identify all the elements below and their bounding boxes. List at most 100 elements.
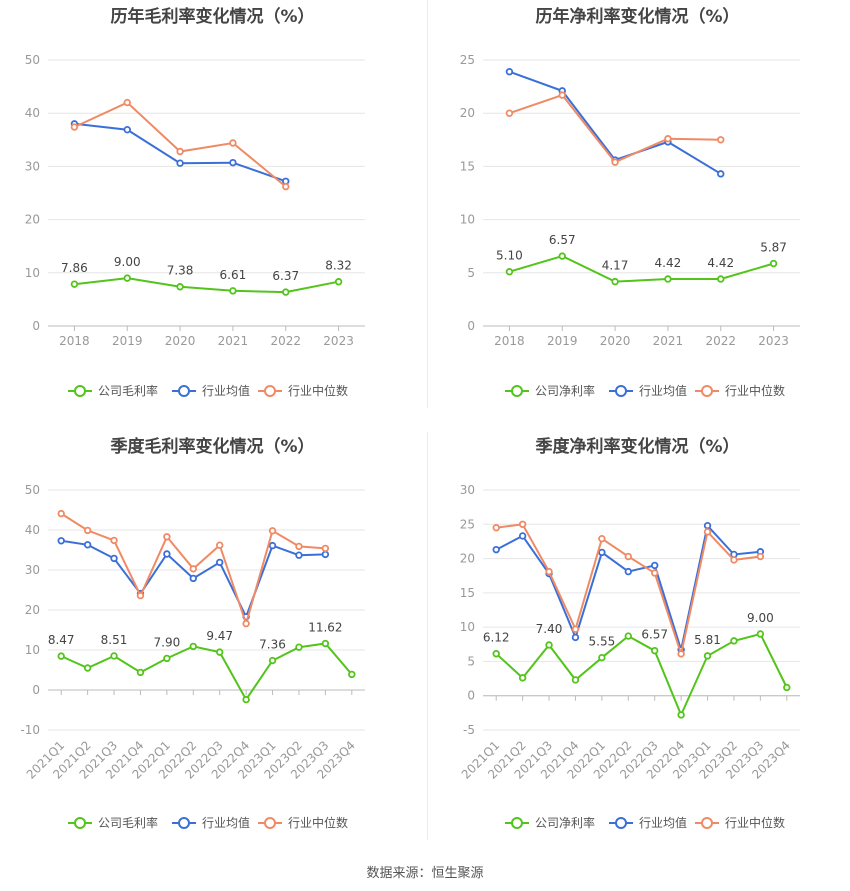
data-point (268, 656, 277, 665)
data-point (229, 287, 237, 295)
chart-title: 历年净利率变化情况（%） (535, 7, 740, 27)
x-tick-label: 2019 (547, 334, 578, 348)
data-point (176, 147, 184, 156)
legend-label: 行业中位数 (725, 815, 785, 830)
data-point (624, 567, 632, 576)
data-point (123, 125, 131, 134)
x-tick-label: 2022 (270, 334, 301, 348)
data-point (70, 280, 79, 288)
data-point (492, 524, 500, 532)
data-label: 5.87 (760, 241, 787, 255)
y-tick-label: 20 (460, 552, 475, 566)
data-label: 7.38 (167, 264, 194, 278)
data-point (163, 654, 171, 663)
annual-net-margin-chart: 历年净利率变化情况（%） 0 5 10 15 20 25 2018 2019 2020 2021 2… (425, 0, 850, 420)
x-tick-label: 2023 (758, 334, 789, 348)
data-point (571, 676, 580, 684)
legend-label: 行业中位数 (725, 383, 785, 398)
data-point (664, 275, 672, 283)
chart-svg: -50510152025302021Q12021Q22021Q32021Q420… (459, 483, 800, 830)
data-point (611, 158, 619, 166)
data-point (677, 650, 685, 658)
data-point (242, 619, 250, 628)
legend-swatch-marker (74, 817, 86, 829)
data-point (216, 648, 224, 656)
data-point (83, 664, 92, 672)
legend-swatch-marker (264, 385, 276, 397)
data-point (717, 275, 725, 283)
data-point (268, 541, 277, 550)
y-tick-label: 10 (25, 266, 40, 280)
data-point (216, 541, 224, 549)
series-line (73, 101, 287, 188)
data-label: 8.32 (325, 259, 352, 273)
x-tick-label: 2022 (705, 334, 736, 348)
y-tick-label: 25 (460, 517, 475, 531)
y-tick-label: 5 (467, 266, 475, 280)
series-line (509, 255, 774, 283)
data-point (334, 278, 343, 286)
y-tick-label: 30 (460, 483, 475, 497)
data-point (664, 135, 672, 143)
data-point (651, 646, 659, 655)
y-tick-label: 15 (460, 586, 475, 600)
data-point (505, 268, 514, 276)
data-point (651, 569, 659, 577)
legend-swatch-marker (615, 385, 627, 397)
data-point (624, 632, 632, 640)
data-point (83, 541, 92, 549)
legend-label: 行业均值 (202, 815, 250, 830)
legend-label: 行业均值 (639, 815, 687, 830)
data-point (110, 536, 118, 545)
data-point (70, 123, 79, 131)
data-point (123, 98, 131, 107)
chart-svg: 0 5 10 15 20 25 2018 2019 2020 2021 2022 2023 5.10 6.… (460, 53, 800, 398)
data-point (717, 170, 725, 178)
data-point (189, 642, 197, 651)
data-label: 9.00 (747, 611, 774, 625)
legend-label: 公司毛利率 (98, 383, 158, 398)
data-label: 5.10 (496, 249, 523, 263)
data-point (677, 711, 685, 719)
legend-swatch-marker (511, 385, 523, 397)
quarterly-net-margin-chart: 季度净利率变化情况（%） -5 0 5 10 15 20 25 30 2021Q1 2021Q2 2… (425, 430, 850, 850)
data-point (110, 554, 118, 563)
y-tick-label: 0 (467, 319, 475, 333)
y-tick-label: 40 (25, 106, 40, 120)
x-tick-label: 2020 (600, 334, 631, 348)
data-label: 6.12 (483, 631, 510, 645)
data-point (558, 91, 566, 99)
data-point (57, 509, 65, 518)
series-line (509, 93, 721, 164)
legend-swatch-marker (178, 385, 190, 397)
y-tick-label: 10 (25, 643, 40, 657)
data-point (571, 625, 580, 633)
legend-swatch-marker (264, 817, 276, 829)
data-point (492, 650, 500, 658)
data-point (136, 668, 145, 677)
data-point (717, 136, 725, 144)
y-tick-label: 15 (460, 159, 475, 173)
data-label: 11.62 (308, 621, 342, 635)
data-label: 8.51 (101, 633, 128, 647)
legend-swatch-marker (701, 817, 713, 829)
divider (427, 432, 428, 840)
data-point (545, 567, 553, 576)
data-point (57, 537, 65, 545)
data-label: 5.55 (589, 635, 616, 649)
data-point (558, 252, 566, 260)
data-point (295, 643, 303, 651)
x-tick-label: 2023 (323, 334, 354, 348)
chart-svg: -10010203040502021Q12021Q22021Q32021Q420… (20, 483, 365, 830)
y-tick-label: -5 (463, 723, 475, 737)
series-line (74, 277, 339, 294)
data-point (348, 670, 356, 679)
data-point (295, 542, 303, 551)
data-point (518, 532, 527, 540)
data-point (295, 551, 303, 559)
x-tick-label: 2021 (218, 334, 249, 348)
y-tick-label: 10 (460, 213, 475, 227)
data-label: 4.42 (655, 256, 682, 270)
data-point (703, 652, 712, 660)
legend-swatch-marker (74, 385, 86, 397)
